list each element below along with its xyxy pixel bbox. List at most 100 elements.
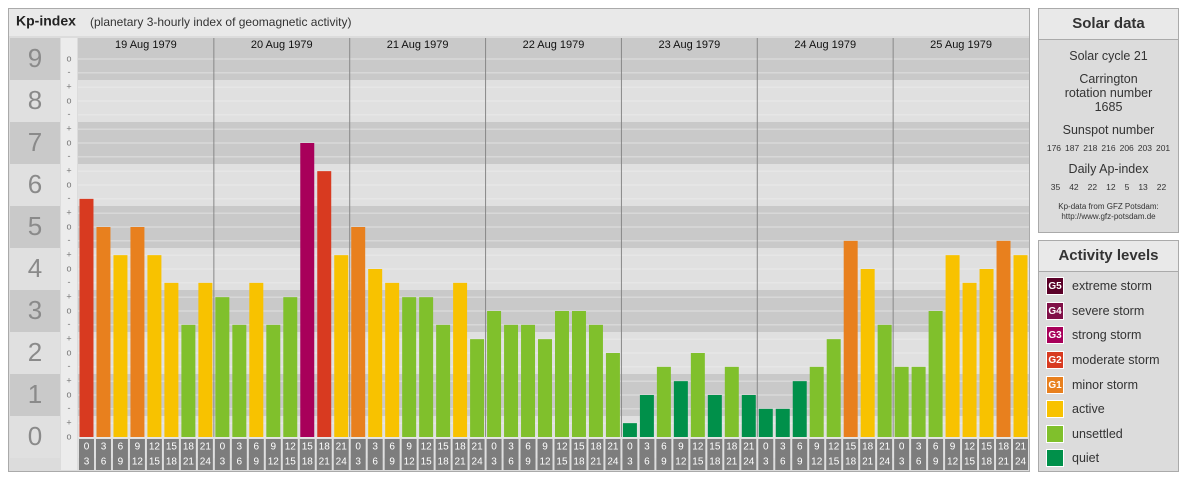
source-text: Kp-data from GFZ Potsdam: <box>1058 202 1159 211</box>
y-band <box>10 206 60 248</box>
interval-from: 12 <box>692 442 704 453</box>
interval-to: 21 <box>726 457 738 468</box>
interval-box <box>724 439 740 470</box>
interval-box <box>639 439 655 470</box>
interval-to: 6 <box>916 457 922 468</box>
interval-to: 15 <box>149 457 161 468</box>
interval-from: 18 <box>862 442 874 453</box>
sunspot-value: 206 <box>1119 143 1134 153</box>
bar <box>588 324 603 437</box>
interval-to: 12 <box>947 457 959 468</box>
interval-box <box>809 439 825 470</box>
bar <box>198 282 213 437</box>
interval-from: 21 <box>472 442 484 453</box>
y-minor-label: o <box>66 431 71 441</box>
interval-box <box>367 439 383 470</box>
interval-to: 21 <box>862 457 874 468</box>
bar <box>979 269 994 437</box>
y-minor-label: o <box>66 263 71 273</box>
interval-to: 6 <box>101 457 107 468</box>
interval-from: 21 <box>200 442 212 453</box>
interval-to: 9 <box>254 457 260 468</box>
interval-box <box>605 439 621 470</box>
bar <box>215 297 230 437</box>
y-minor-label: o <box>66 53 71 63</box>
level-item: G2 moderate storm <box>1039 348 1178 373</box>
interval-box <box>214 439 230 470</box>
title-bar <box>9 9 1029 36</box>
y-tick-label: 6 <box>28 169 42 199</box>
interval-to: 15 <box>285 457 297 468</box>
sunspot-label: Sunspot number <box>1062 123 1155 137</box>
interval-to: 9 <box>525 457 531 468</box>
level-item: active <box>1039 397 1178 422</box>
interval-box <box>928 439 944 470</box>
bar <box>877 324 892 437</box>
y-band <box>10 332 60 374</box>
chart-title: Kp-index <box>16 13 76 29</box>
interval-to: 24 <box>607 457 619 468</box>
interval-to: 12 <box>404 457 416 468</box>
levels-list: G5 extreme storm G4 severe storm G3 strong st… <box>1039 272 1178 471</box>
interval-box <box>282 439 298 470</box>
interval-from: 6 <box>254 442 260 453</box>
y-minor-label: - <box>68 277 71 287</box>
bar <box>504 324 519 437</box>
panel-title: Solar data <box>1039 9 1178 40</box>
interval-box <box>588 439 604 470</box>
level-swatch <box>1046 424 1064 443</box>
interval-from: 6 <box>661 442 667 453</box>
y-minor-label: - <box>68 235 71 245</box>
interval-box <box>690 439 706 470</box>
bar <box>707 395 722 437</box>
bar <box>419 297 434 437</box>
y-tick-label: 8 <box>28 85 42 115</box>
y-minor-label: - <box>68 403 71 413</box>
interval-box <box>962 439 978 470</box>
level-label: unsettled <box>1072 426 1123 441</box>
sunspot-value: 176 <box>1046 143 1062 153</box>
y-minor-label: + <box>66 208 71 218</box>
interval-box <box>231 439 247 470</box>
y-band <box>10 80 60 122</box>
interval-from: 15 <box>709 442 721 453</box>
interval-box <box>996 439 1012 470</box>
bar <box>232 324 247 437</box>
y-tick-label: 3 <box>28 295 42 325</box>
level-swatch: G5 <box>1046 277 1064 296</box>
interval-box <box>758 439 774 470</box>
interval-box <box>384 439 400 470</box>
bar <box>758 408 773 437</box>
interval-to: 9 <box>389 457 395 468</box>
interval-box <box>129 439 145 470</box>
interval-to: 18 <box>438 457 450 468</box>
interval-to: 6 <box>372 457 378 468</box>
bar <box>79 198 94 437</box>
level-swatch: G4 <box>1046 301 1064 320</box>
interval-to: 21 <box>998 457 1010 468</box>
y-band <box>10 164 60 206</box>
interval-from: 9 <box>814 442 820 453</box>
level-item: G3 strong storm <box>1039 323 1178 348</box>
interval-from: 3 <box>916 442 922 453</box>
bar <box>724 366 739 437</box>
interval-to: 24 <box>472 457 484 468</box>
bar <box>351 227 366 437</box>
interval-box <box>333 439 349 470</box>
interval-from: 3 <box>644 442 650 453</box>
bar <box>266 324 281 437</box>
y-band <box>10 38 60 80</box>
bar <box>113 255 128 437</box>
interval-to: 15 <box>556 457 568 468</box>
level-label: moderate storm <box>1072 353 1160 368</box>
interval-from: 21 <box>1015 442 1027 453</box>
interval-to: 24 <box>743 457 755 468</box>
interval-box <box>503 439 519 470</box>
interval-box <box>299 439 315 470</box>
y-minor-label: o <box>66 179 71 189</box>
interval-box <box>316 439 332 470</box>
interval-to: 24 <box>879 457 891 468</box>
interval-from: 12 <box>285 442 297 453</box>
interval-from: 15 <box>981 442 993 453</box>
